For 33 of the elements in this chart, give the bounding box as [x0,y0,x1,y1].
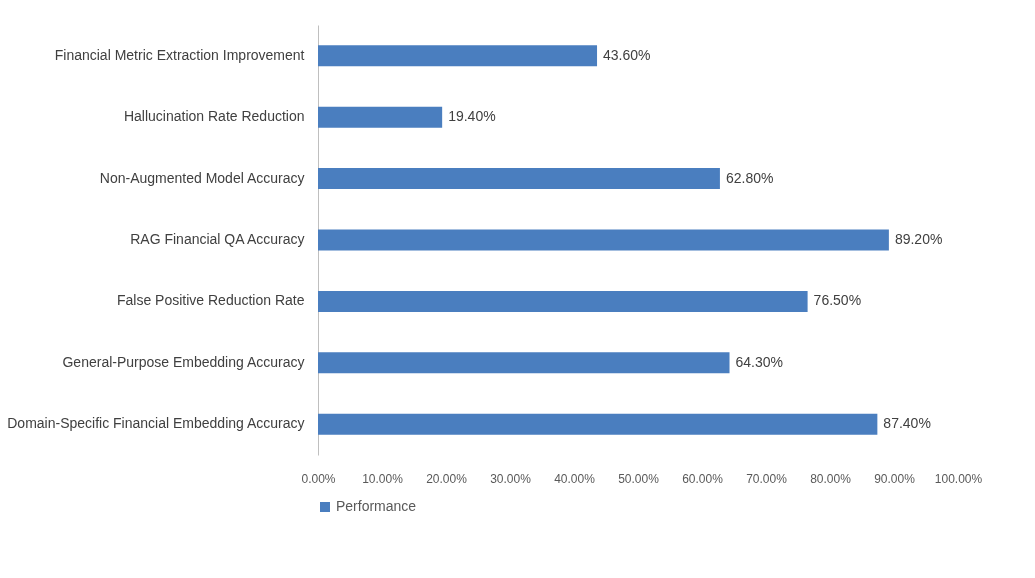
x-tick-label: 100.00% [934,471,983,486]
x-tick-label: 20.00% [426,471,468,486]
bar [318,290,808,312]
data-label: 19.40% [448,108,496,125]
bar [318,45,598,67]
x-tick-label: 30.00% [490,471,532,486]
bar [318,168,720,190]
bar [318,413,878,435]
legend-label: Performance [336,498,417,514]
y-tick-label: General-Purpose Embedding Accuracy [62,353,305,370]
bar [318,352,730,374]
x-tick-label: 70.00% [746,471,788,486]
data-label: 64.30% [735,353,783,370]
x-tick-label: 50.00% [618,471,660,486]
bar [318,106,443,128]
y-tick-label: False Positive Reduction Rate [116,292,305,309]
data-label: 87.40% [883,415,931,432]
x-tick-label: 40.00% [554,471,596,486]
bar [318,229,889,251]
y-tick-label: Financial Metric Extraction Improvement [54,46,305,63]
data-label: 76.50% [813,292,862,309]
x-tick-label: 10.00% [362,471,404,486]
x-tick-label: 80.00% [810,471,852,486]
x-tick-label: 90.00% [874,471,916,486]
y-tick-label: Non-Augmented Model Accuracy [99,169,305,186]
x-tick-label: 0.00% [301,471,336,486]
y-tick-label: Hallucination Rate Reduction [123,108,305,125]
y-tick-label: RAG Financial QA Accuracy [130,231,305,247]
x-tick-label: 60.00% [682,471,724,486]
data-label: 89.20% [894,231,943,247]
data-label: 43.60% [603,46,651,63]
data-label: 62.80% [725,169,774,186]
y-tick-label: Domain-Specific Financial Embedding Accuracy [7,415,305,432]
